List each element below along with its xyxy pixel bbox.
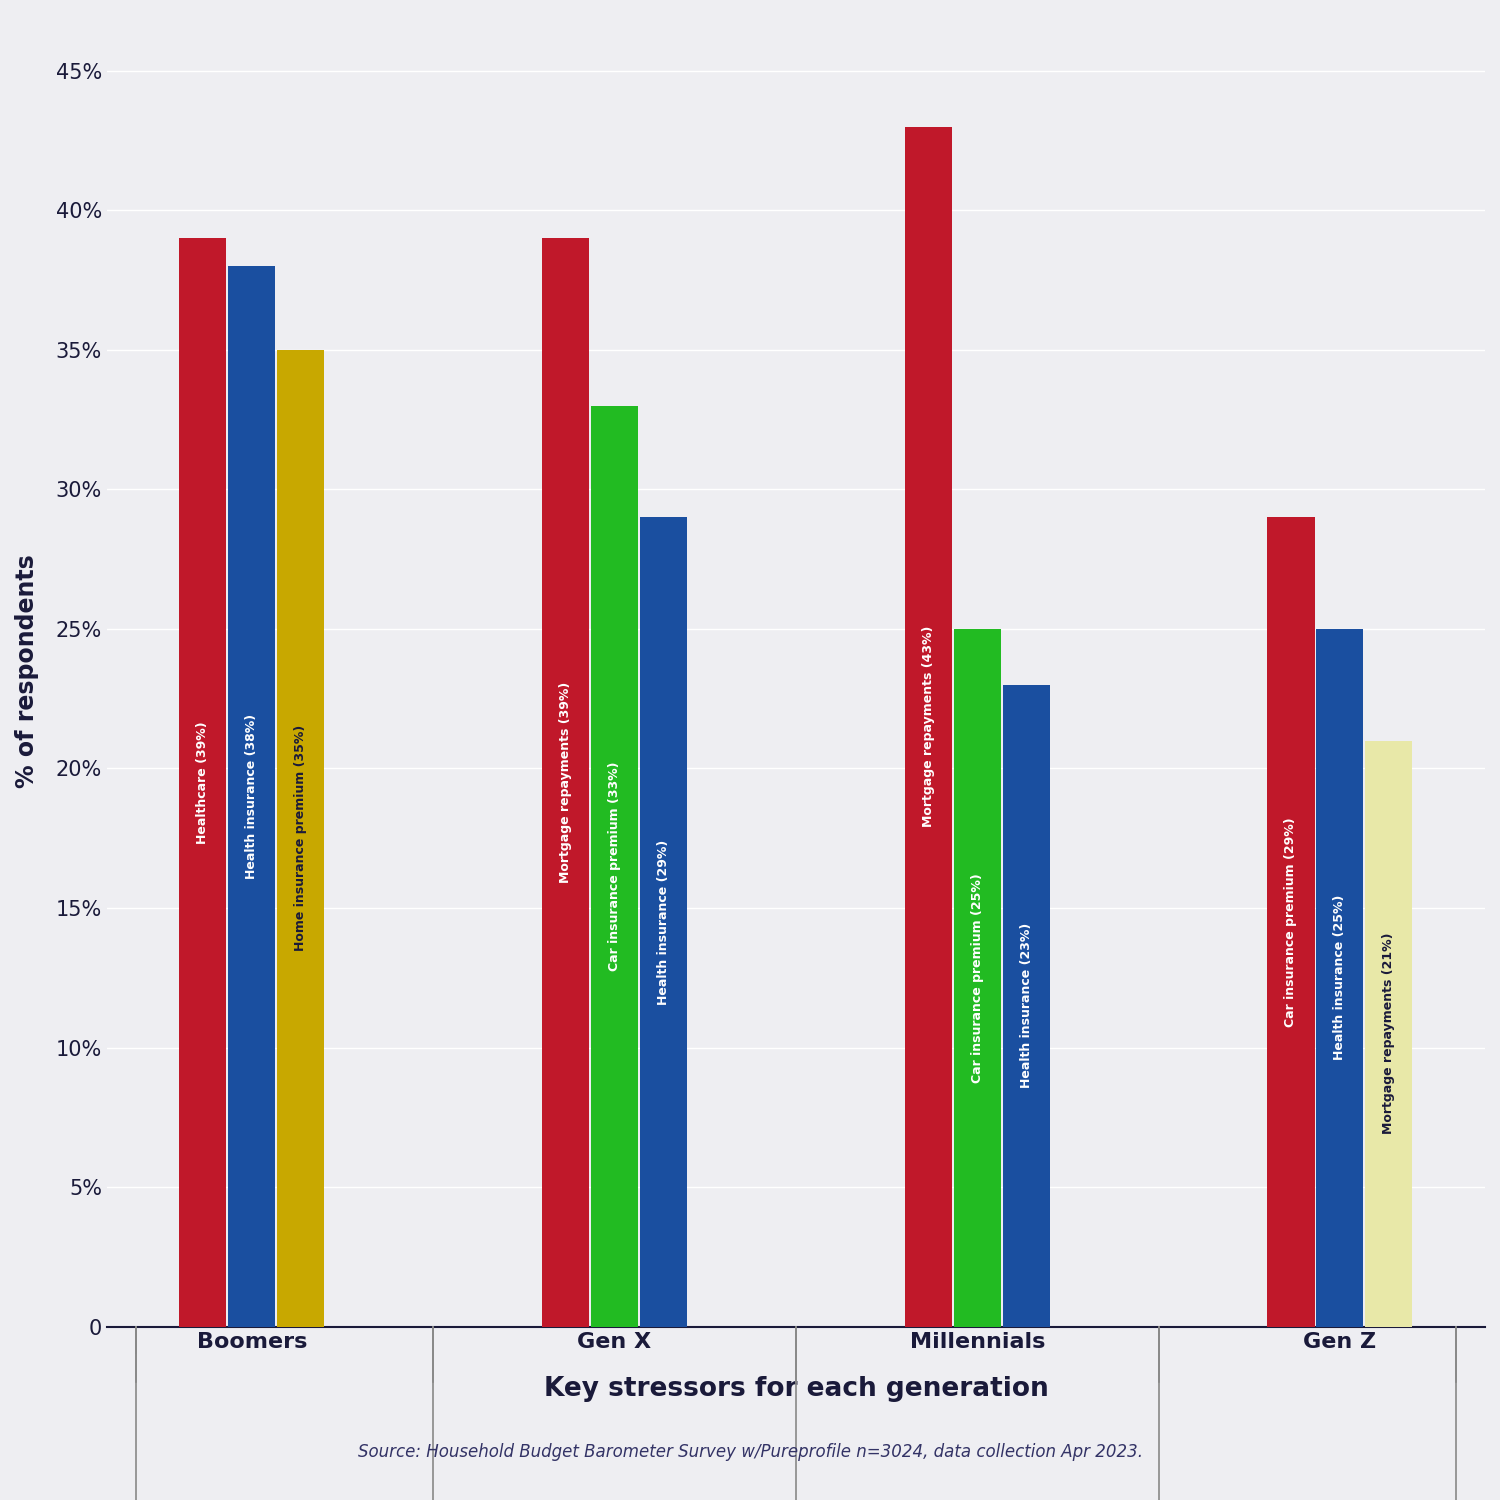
Text: Health insurance (23%): Health insurance (23%) xyxy=(1020,922,1032,1089)
Bar xyxy=(1268,518,1314,1326)
Bar xyxy=(542,238,590,1326)
Text: Health insurance (25%): Health insurance (25%) xyxy=(1334,896,1347,1060)
Bar xyxy=(640,518,687,1326)
Text: Source: Household Budget Barometer Survey w/Pureprofile n=3024, data collection : Source: Household Budget Barometer Surve… xyxy=(357,1443,1143,1461)
Bar xyxy=(904,126,952,1326)
Bar xyxy=(591,405,638,1326)
Bar xyxy=(278,350,324,1326)
X-axis label: Key stressors for each generation: Key stressors for each generation xyxy=(543,1377,1048,1402)
Bar xyxy=(1365,741,1413,1326)
Bar xyxy=(1317,628,1364,1326)
Text: Car insurance premium (29%): Car insurance premium (29%) xyxy=(1284,818,1298,1028)
Bar xyxy=(954,628,1000,1326)
Text: Car insurance premium (25%): Car insurance premium (25%) xyxy=(970,873,984,1083)
Text: Mortgage repayments (21%): Mortgage repayments (21%) xyxy=(1383,933,1395,1134)
Text: Healthcare (39%): Healthcare (39%) xyxy=(196,722,210,844)
Text: Health insurance (38%): Health insurance (38%) xyxy=(246,714,258,879)
Bar xyxy=(180,238,226,1326)
Text: Car insurance premium (33%): Car insurance premium (33%) xyxy=(608,762,621,970)
Text: Health insurance (29%): Health insurance (29%) xyxy=(657,840,670,1005)
Bar xyxy=(1002,686,1050,1326)
Text: Mortgage repayments (43%): Mortgage repayments (43%) xyxy=(922,626,934,828)
Bar xyxy=(228,266,276,1326)
Text: Mortgage repayments (39%): Mortgage repayments (39%) xyxy=(560,682,572,883)
Text: Home insurance premium (35%): Home insurance premium (35%) xyxy=(294,724,307,951)
Y-axis label: % of respondents: % of respondents xyxy=(15,554,39,788)
